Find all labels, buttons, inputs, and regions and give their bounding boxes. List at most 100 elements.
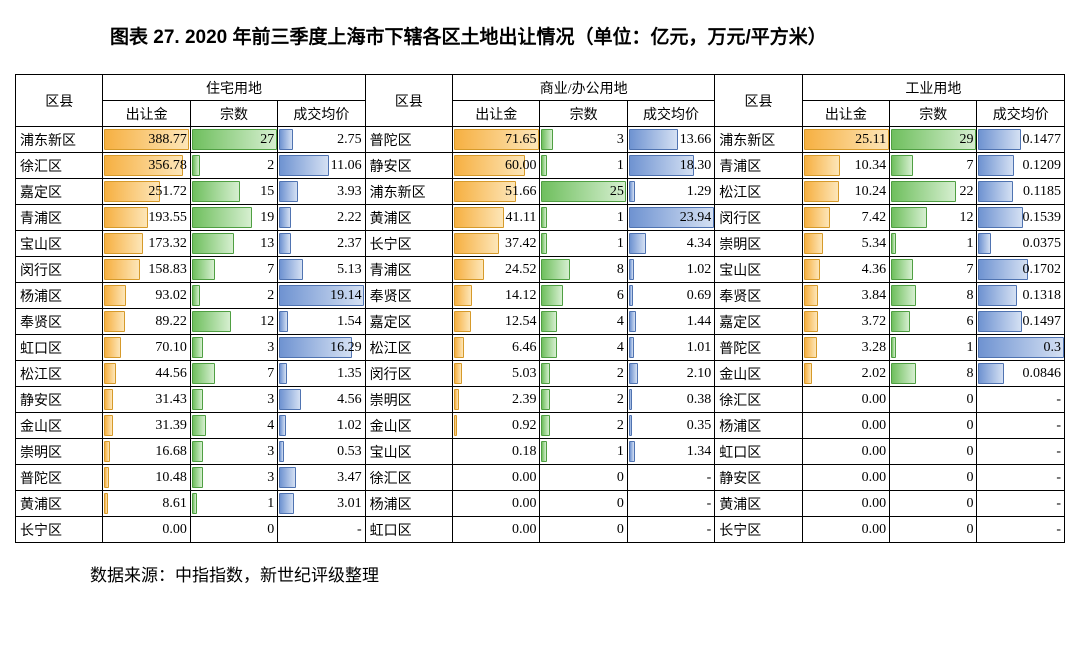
value-cell: 251.72 [103,179,190,205]
value-cell: 2.37 [278,231,365,257]
district-cell: 长宁区 [715,517,802,543]
value-cell: 0.00 [802,465,889,491]
value-cell: 2.75 [278,127,365,153]
value-cell: 31.43 [103,387,190,413]
value-cell: 0.00 [802,387,889,413]
district-cell: 金山区 [16,413,103,439]
value-cell: 1 [540,231,627,257]
land-sale-table: 区县 住宅用地 区县 商业/办公用地 区县 工业用地 出让金 宗数 成交均价 出… [15,74,1065,543]
district-cell: 崇明区 [365,387,452,413]
value-cell: 0.1702 [977,257,1065,283]
value-cell: 1.34 [627,439,714,465]
district-cell: 浦东新区 [16,127,103,153]
value-cell: - [627,491,714,517]
col-sub: 出让金 [453,101,540,127]
value-cell: 16.29 [278,335,365,361]
value-cell: 1.54 [278,309,365,335]
value-cell: 93.02 [103,283,190,309]
value-cell: 0 [890,465,977,491]
table-row: 奉贤区89.22121.54嘉定区12.5441.44嘉定区3.7260.149… [16,309,1065,335]
table-head: 区县 住宅用地 区县 商业/办公用地 区县 工业用地 出让金 宗数 成交均价 出… [16,75,1065,127]
table-row: 宝山区173.32132.37长宁区37.4214.34崇明区5.3410.03… [16,231,1065,257]
value-cell: 193.55 [103,205,190,231]
value-cell: 7.42 [802,205,889,231]
col-group-industrial: 工业用地 [802,75,1064,101]
table-row: 崇明区16.6830.53宝山区0.1811.34虹口区0.000- [16,439,1065,465]
district-cell: 虹口区 [715,439,802,465]
district-cell: 浦东新区 [365,179,452,205]
value-cell: 2.22 [278,205,365,231]
district-cell: 浦东新区 [715,127,802,153]
value-cell: 0.00 [802,439,889,465]
value-cell: 0.00 [103,517,190,543]
district-cell: 杨浦区 [16,283,103,309]
district-cell: 闵行区 [365,361,452,387]
district-cell: 嘉定区 [365,309,452,335]
value-cell: 4 [540,335,627,361]
value-cell: 0.00 [453,491,540,517]
value-cell: 0 [540,491,627,517]
value-cell: 12.54 [453,309,540,335]
value-cell: 1.29 [627,179,714,205]
value-cell: 13 [190,231,277,257]
district-cell: 松江区 [16,361,103,387]
district-cell: 宝山区 [715,257,802,283]
district-cell: 青浦区 [365,257,452,283]
col-sub: 宗数 [190,101,277,127]
district-cell: 杨浦区 [365,491,452,517]
value-cell: 1 [890,335,977,361]
district-cell: 静安区 [365,153,452,179]
district-cell: 杨浦区 [715,413,802,439]
value-cell: 51.66 [453,179,540,205]
value-cell: 1.44 [627,309,714,335]
table-row: 金山区31.3941.02金山区0.9220.35杨浦区0.000- [16,413,1065,439]
value-cell: 3.93 [278,179,365,205]
table-row: 青浦区193.55192.22黄浦区41.11123.94闵行区7.42120.… [16,205,1065,231]
value-cell: 19 [190,205,277,231]
value-cell: 1.01 [627,335,714,361]
value-cell: 6 [890,309,977,335]
district-cell: 闵行区 [715,205,802,231]
value-cell: 1.02 [627,257,714,283]
value-cell: 3.84 [802,283,889,309]
table-row: 松江区44.5671.35闵行区5.0322.10金山区2.0280.0846 [16,361,1065,387]
value-cell: 71.65 [453,127,540,153]
value-cell: 6 [540,283,627,309]
value-cell: 31.39 [103,413,190,439]
value-cell: 4.36 [802,257,889,283]
value-cell: 89.22 [103,309,190,335]
value-cell: 173.32 [103,231,190,257]
col-group-residential: 住宅用地 [103,75,365,101]
value-cell: 60.00 [453,153,540,179]
value-cell: 25.11 [802,127,889,153]
table-row: 普陀区10.4833.47徐汇区0.000-静安区0.000- [16,465,1065,491]
district-cell: 闵行区 [16,257,103,283]
value-cell: 3 [190,465,277,491]
value-cell: 8.61 [103,491,190,517]
value-cell: 0.92 [453,413,540,439]
value-cell: 27 [190,127,277,153]
col-sub: 成交均价 [278,101,365,127]
district-cell: 徐汇区 [365,465,452,491]
value-cell: 4 [540,309,627,335]
col-group-commercial: 商业/办公用地 [453,75,715,101]
table-row: 杨浦区93.02219.14奉贤区14.1260.69奉贤区3.8480.131… [16,283,1065,309]
district-cell: 普陀区 [715,335,802,361]
value-cell: 8 [540,257,627,283]
table-row: 嘉定区251.72153.93浦东新区51.66251.29松江区10.2422… [16,179,1065,205]
value-cell: 0.53 [278,439,365,465]
value-cell: 13.66 [627,127,714,153]
value-cell: 4.34 [627,231,714,257]
value-cell: 10.48 [103,465,190,491]
value-cell: 2 [540,413,627,439]
col-sub: 出让金 [103,101,190,127]
district-cell: 徐汇区 [16,153,103,179]
value-cell: 3 [190,335,277,361]
district-cell: 松江区 [715,179,802,205]
value-cell: 2.02 [802,361,889,387]
value-cell: 2.39 [453,387,540,413]
district-cell: 长宁区 [365,231,452,257]
table-row: 黄浦区8.6113.01杨浦区0.000-黄浦区0.000- [16,491,1065,517]
value-cell: 5.03 [453,361,540,387]
district-cell: 奉贤区 [365,283,452,309]
